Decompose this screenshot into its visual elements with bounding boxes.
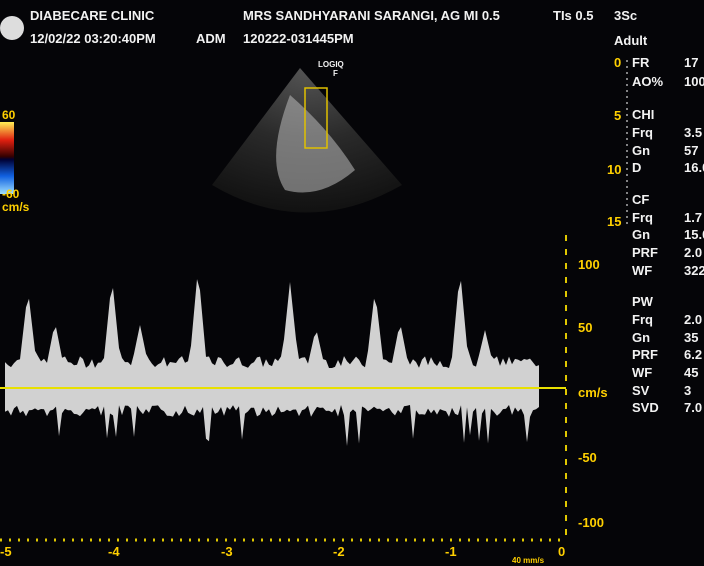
preset: Adult [614, 33, 648, 48]
group-title: PW [632, 294, 653, 310]
color-bar [0, 122, 14, 194]
time-tick: -3 [221, 544, 233, 559]
param-label: PRF [632, 245, 658, 260]
color-min: -60 [2, 187, 20, 201]
patient: MRS SANDHYARANI SARANGI, AG MI 0.5 [243, 8, 500, 23]
param-value: 35 [684, 329, 699, 345]
param-label: PRF [632, 347, 658, 363]
param-value: 16.0 [684, 160, 704, 176]
param-label: Gn [632, 329, 651, 345]
doppler-spectrum [5, 279, 539, 446]
depth-tick: 10 [607, 162, 622, 177]
param-label: FR [632, 55, 650, 70]
heart-tissue [276, 95, 355, 193]
time-tick: -1 [445, 544, 457, 559]
color-max: 60 [2, 108, 16, 122]
param-label: D [632, 160, 642, 176]
exam-id: 120222-031445PM [243, 31, 354, 46]
brand: LOGIQ [318, 60, 344, 69]
param-label: WF [632, 365, 653, 380]
probe: 3Sc [614, 8, 638, 23]
color-box [304, 87, 328, 149]
param-value: 45 [684, 365, 699, 380]
param-label: SV [632, 382, 650, 398]
param-value: 2.0 [684, 312, 703, 328]
param-value: 3 [684, 382, 692, 398]
time-tick: -5 [0, 544, 12, 559]
param-label: Frq [632, 125, 653, 140]
param-value: 15.0 [684, 227, 704, 243]
operator: ADM [196, 31, 226, 46]
param-value: 1.7 [684, 209, 703, 225]
color-unit: cm/s [2, 200, 30, 214]
param-label: Gn [632, 227, 651, 243]
spectrum-envelope [5, 279, 539, 446]
clinic: DIABECARE CLINIC [30, 8, 155, 23]
param-value: 322 [684, 262, 704, 278]
param-value: 3.5 [684, 125, 703, 140]
tis: TIs 0.5 [553, 8, 594, 23]
velocity-label: -50 [578, 450, 597, 465]
time-tick: -4 [108, 544, 120, 559]
logo [0, 16, 24, 40]
param-label: Frq [632, 312, 653, 328]
velocity-label: cm/s [578, 385, 608, 400]
velocity-label: 50 [578, 320, 593, 335]
param-value: 100 [684, 74, 704, 89]
param-label: SVD [632, 400, 659, 416]
param-label: AO% [632, 74, 664, 89]
group-title: CHI [632, 107, 655, 122]
group-title: CF [632, 191, 650, 207]
focus: F [333, 69, 338, 78]
sweep-speed: 40 mm/s [512, 556, 545, 565]
param-label: Frq [632, 209, 653, 225]
param-value: 2.0 [684, 245, 703, 260]
velocity-label: -100 [578, 515, 605, 530]
velocity-label: 100 [578, 257, 600, 272]
param-label: WF [632, 262, 653, 278]
depth-tick: 15 [607, 214, 622, 229]
depth-tick: 5 [614, 108, 622, 123]
time-tick: 0 [558, 544, 566, 559]
param-value: 7.0 [684, 400, 703, 416]
param-label: Gn [632, 142, 651, 158]
param-value: 17 [684, 55, 699, 70]
time-tick: -2 [333, 544, 345, 559]
param-value: 57 [684, 142, 699, 158]
depth-tick: 0 [614, 55, 622, 70]
param-value: 6.2 [684, 347, 703, 363]
datetime: 12/02/22 03:20:40PM [30, 31, 156, 46]
